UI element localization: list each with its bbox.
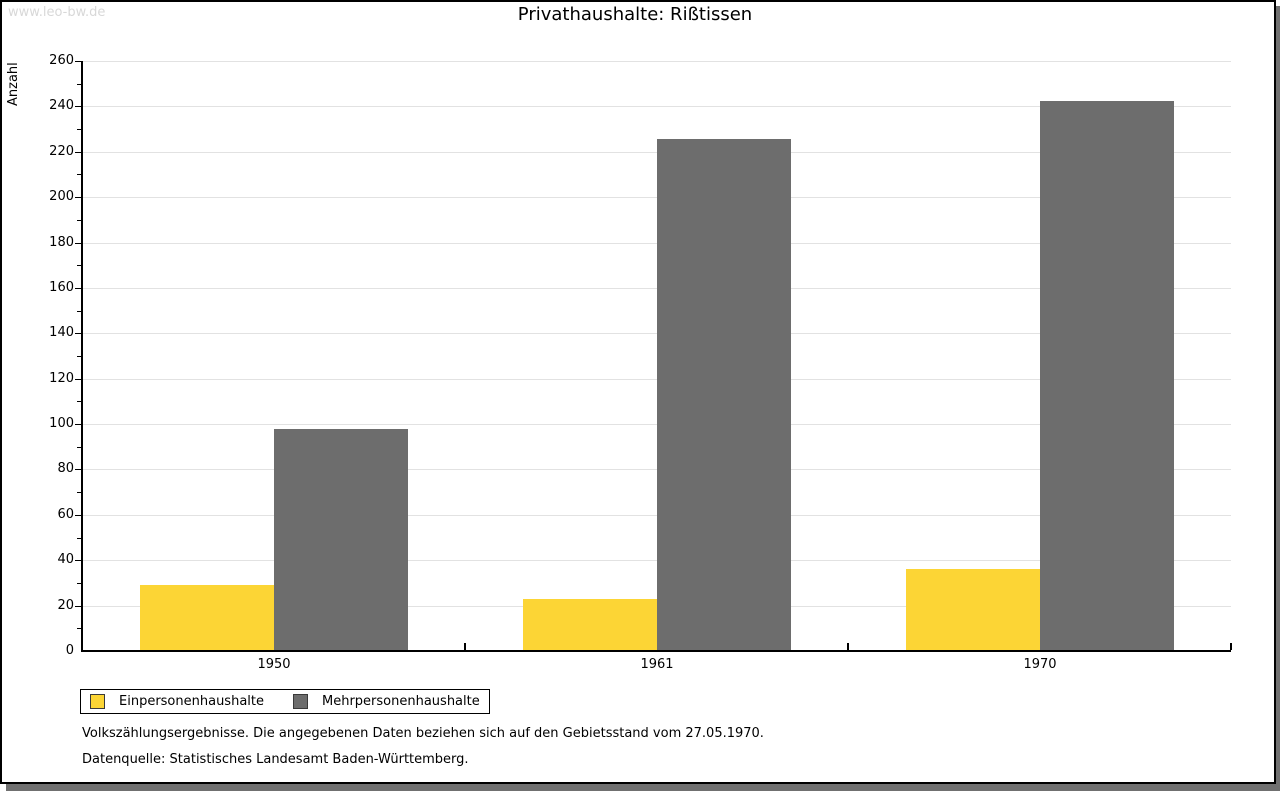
y-tick-major-40 bbox=[75, 560, 82, 561]
y-tick-label-220: 220 bbox=[49, 144, 74, 159]
window-shadow-bottom bbox=[6, 784, 1280, 791]
y-tick-minor-230 bbox=[77, 129, 82, 130]
gridline-100 bbox=[82, 424, 1231, 425]
y-tick-major-160 bbox=[75, 288, 82, 289]
gridline-140 bbox=[82, 333, 1231, 334]
y-tick-minor-150 bbox=[77, 311, 82, 312]
footnote-census-note: Volkszählungsergebnisse. Die angegebenen… bbox=[82, 726, 764, 741]
bar-mehrpersonenhaushalte-1950 bbox=[274, 429, 408, 651]
y-tick-label-240: 240 bbox=[49, 98, 74, 113]
watermark: www.leo-bw.de bbox=[8, 5, 106, 20]
y-tick-minor-190 bbox=[77, 220, 82, 221]
y-tick-minor-30 bbox=[77, 583, 82, 584]
legend-item-mehrpersonenhaushalte: Mehrpersonenhaushalte bbox=[293, 694, 480, 709]
legend: Einpersonenhaushalte Mehrpersonenhaushalt… bbox=[80, 689, 490, 714]
x-category-label-1970: 1970 bbox=[1023, 657, 1057, 672]
y-tick-minor-250 bbox=[77, 84, 82, 85]
gridline-180 bbox=[82, 243, 1231, 244]
y-tick-label-60: 60 bbox=[57, 507, 74, 522]
y-tick-minor-130 bbox=[77, 356, 82, 357]
plot-area: 0 20 40 60 80 100 120 140 160 180 200 220 240 260 1950… bbox=[49, 54, 1232, 672]
y-tick-minor-70 bbox=[77, 492, 82, 493]
y-tick-label-20: 20 bbox=[57, 598, 74, 613]
y-tick-label-40: 40 bbox=[57, 552, 74, 567]
gridline-260 bbox=[82, 61, 1231, 62]
gridline-120 bbox=[82, 379, 1231, 380]
footnote-data-source: Datenquelle: Statistisches Landesamt Bad… bbox=[82, 752, 469, 767]
y-tick-label-0: 0 bbox=[65, 643, 74, 658]
y-tick-minor-210 bbox=[77, 174, 82, 175]
gridline-200 bbox=[82, 197, 1231, 198]
gridline-60 bbox=[82, 515, 1231, 516]
bar-mehrpersonenhaushalte-1961 bbox=[657, 139, 791, 651]
bar-mehrpersonenhaushalte-1970 bbox=[1040, 101, 1174, 651]
x-tick-3 bbox=[1230, 643, 1232, 650]
gridline-160 bbox=[82, 288, 1231, 289]
bar-einpersonenhaushalte-1950 bbox=[140, 585, 274, 651]
y-tick-major-260 bbox=[75, 61, 82, 62]
y-tick-label-180: 180 bbox=[49, 235, 74, 250]
y-tick-major-100 bbox=[75, 424, 82, 425]
y-axis-line bbox=[81, 61, 83, 652]
y-tick-label-80: 80 bbox=[57, 461, 74, 476]
x-category-label-1961: 1961 bbox=[640, 657, 674, 672]
y-tick-label-100: 100 bbox=[49, 416, 74, 431]
y-tick-major-220 bbox=[75, 152, 82, 153]
y-tick-major-20 bbox=[75, 606, 82, 607]
bar-einpersonenhaushalte-1970 bbox=[906, 569, 1040, 651]
legend-label: Mehrpersonenhaushalte bbox=[322, 694, 480, 709]
y-tick-major-80 bbox=[75, 469, 82, 470]
y-tick-major-120 bbox=[75, 379, 82, 380]
x-tick-1 bbox=[464, 643, 466, 650]
window-shadow-right bbox=[1276, 6, 1280, 791]
y-tick-label-200: 200 bbox=[49, 189, 74, 204]
gridline-240 bbox=[82, 106, 1231, 107]
chart-title: Privathaushalte: Rißtissen bbox=[517, 4, 753, 25]
bar-einpersonenhaushalte-1961 bbox=[523, 599, 657, 651]
y-tick-major-200 bbox=[75, 197, 82, 198]
y-tick-major-60 bbox=[75, 515, 82, 516]
y-tick-label-160: 160 bbox=[49, 280, 74, 295]
legend-swatch-icon bbox=[293, 694, 308, 709]
y-tick-minor-10 bbox=[77, 628, 82, 629]
x-category-label-1950: 1950 bbox=[257, 657, 291, 672]
y-tick-major-140 bbox=[75, 333, 82, 334]
y-tick-label-140: 140 bbox=[49, 325, 74, 340]
y-tick-minor-170 bbox=[77, 265, 82, 266]
legend-item-einpersonenhaushalte: Einpersonenhaushalte bbox=[90, 694, 264, 709]
y-tick-major-240 bbox=[75, 106, 82, 107]
y-tick-major-180 bbox=[75, 243, 82, 244]
legend-label: Einpersonenhaushalte bbox=[119, 694, 264, 709]
y-tick-minor-110 bbox=[77, 401, 82, 402]
gridline-220 bbox=[82, 152, 1231, 153]
gridline-40 bbox=[82, 560, 1231, 561]
y-tick-label-120: 120 bbox=[49, 371, 74, 386]
x-axis-line bbox=[81, 650, 1231, 652]
y-tick-minor-50 bbox=[77, 538, 82, 539]
y-axis-title: Anzahl bbox=[6, 62, 21, 106]
x-tick-2 bbox=[847, 643, 849, 650]
y-tick-label-260: 260 bbox=[49, 53, 74, 68]
y-tick-minor-90 bbox=[77, 447, 82, 448]
gridline-80 bbox=[82, 469, 1231, 470]
legend-swatch-icon bbox=[90, 694, 105, 709]
